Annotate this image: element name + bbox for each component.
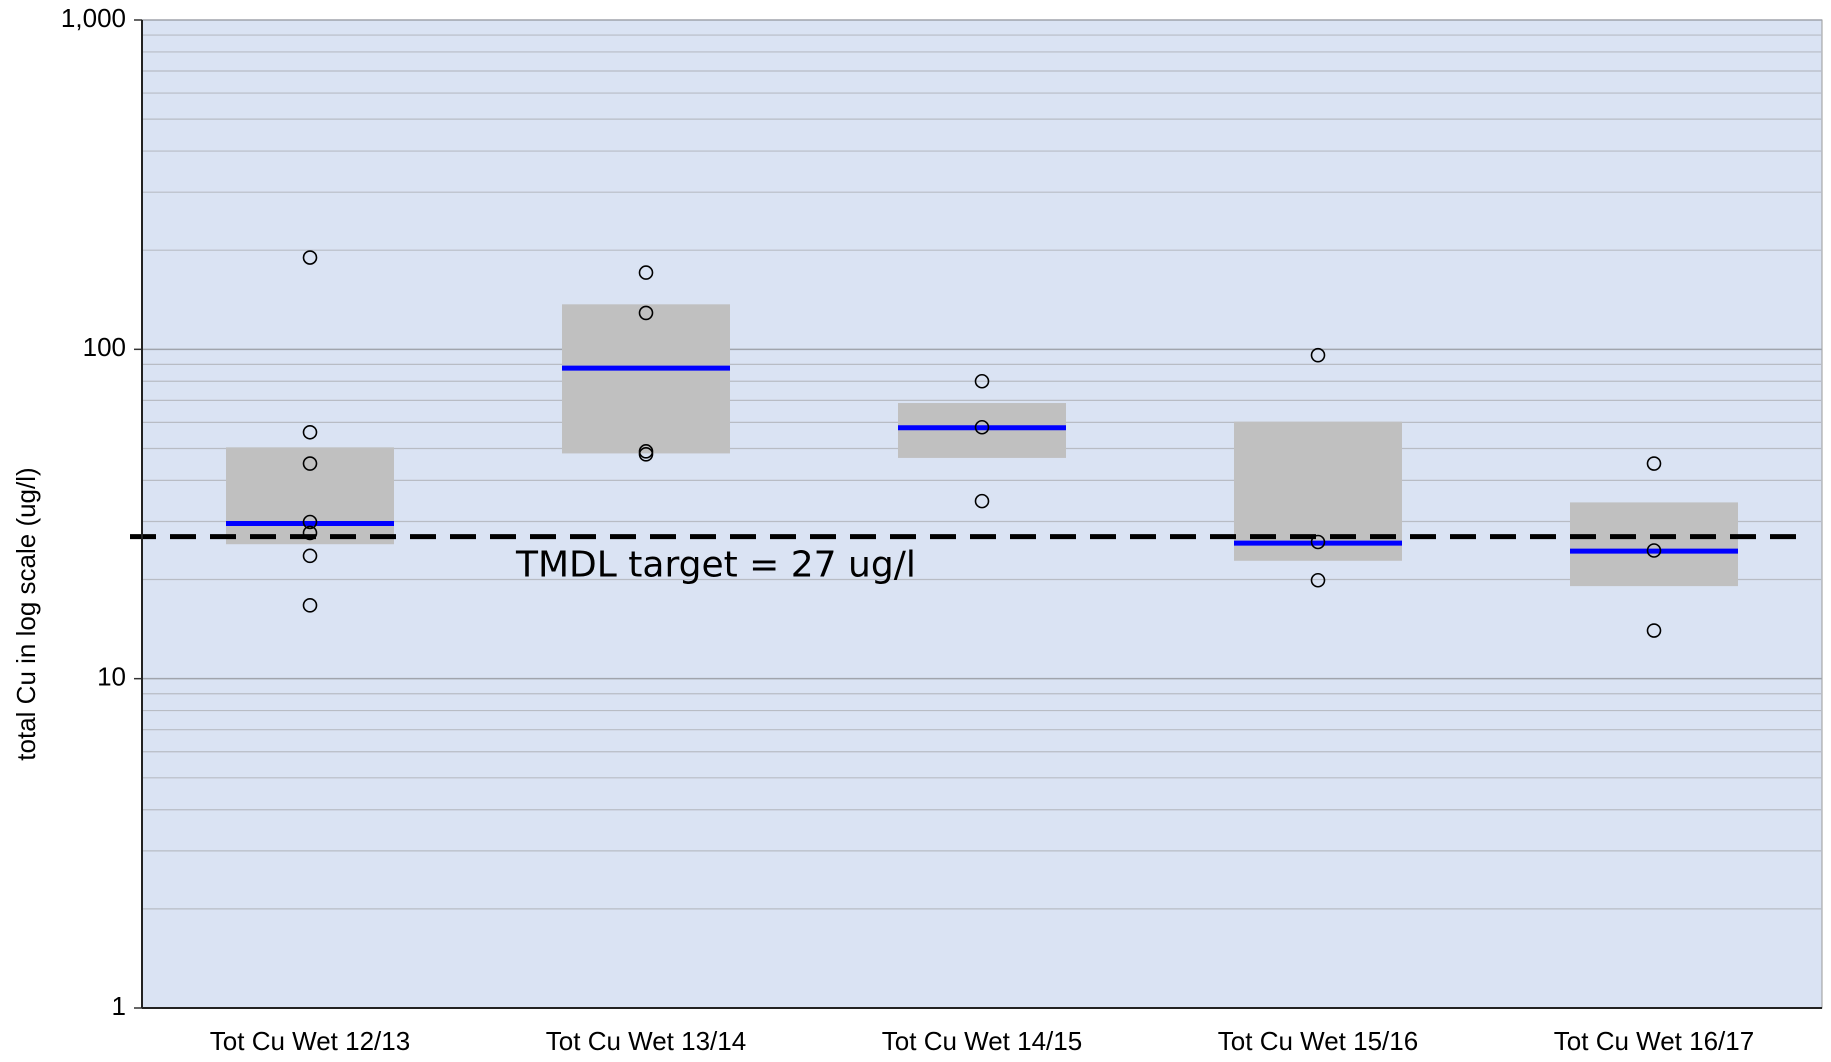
data-point bbox=[974, 373, 990, 389]
data-point bbox=[302, 525, 318, 541]
y-axis-label: total Cu in log scale (ug/l) bbox=[11, 467, 41, 760]
data-point bbox=[1646, 623, 1662, 638]
data-point bbox=[1646, 543, 1662, 558]
data-point bbox=[974, 419, 990, 435]
data-point bbox=[638, 447, 654, 462]
data-point bbox=[1310, 534, 1326, 550]
data-point bbox=[302, 598, 318, 613]
y-tick-label: 1 bbox=[112, 991, 126, 1021]
y-tick-label: 100 bbox=[83, 332, 126, 362]
x-tick-label: Tot Cu Wet 13/14 bbox=[546, 1026, 746, 1056]
x-tick-label: Tot Cu Wet 12/13 bbox=[210, 1026, 410, 1056]
threshold-label: TMDL target = 27 ug/l bbox=[515, 545, 916, 586]
y-tick-label: 10 bbox=[97, 662, 126, 692]
data-point bbox=[638, 265, 654, 280]
data-point bbox=[974, 493, 990, 509]
data-point bbox=[302, 514, 318, 530]
x-tick-label: Tot Cu Wet 15/16 bbox=[1218, 1026, 1418, 1056]
box bbox=[898, 403, 1066, 458]
box bbox=[226, 447, 394, 545]
y-tick-label: 1,000 bbox=[61, 3, 126, 33]
data-point bbox=[302, 548, 318, 564]
data-point bbox=[638, 305, 654, 321]
box bbox=[562, 304, 730, 454]
data-point bbox=[1310, 347, 1326, 363]
data-point bbox=[302, 456, 318, 471]
data-point bbox=[1310, 572, 1326, 588]
data-point bbox=[1646, 456, 1662, 471]
data-point bbox=[302, 424, 318, 440]
data-point bbox=[302, 250, 318, 265]
x-tick-label: Tot Cu Wet 14/15 bbox=[882, 1026, 1082, 1056]
box bbox=[1234, 421, 1402, 561]
plot-background bbox=[141, 19, 1823, 1009]
x-tick-label: Tot Cu Wet 16/17 bbox=[1554, 1026, 1754, 1056]
